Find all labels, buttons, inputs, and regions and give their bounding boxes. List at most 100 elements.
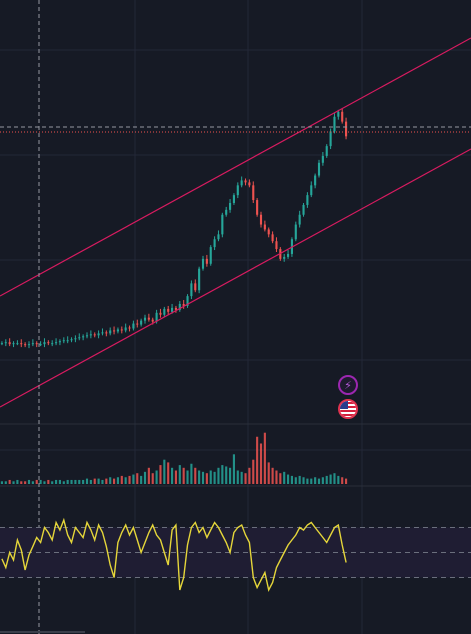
volume-bar: [252, 459, 255, 484]
volume-bar: [209, 470, 212, 484]
candle-body: [58, 341, 61, 343]
candle-body: [345, 121, 348, 137]
candle-body: [167, 308, 170, 312]
candle-body: [140, 320, 143, 325]
candle-body: [85, 335, 89, 337]
candle-body: [182, 303, 185, 306]
volume-bar: [198, 470, 201, 484]
candle-body: [24, 344, 27, 346]
volume-bar: [85, 478, 89, 484]
volume-bar: [35, 479, 38, 484]
volume-bar: [143, 471, 147, 484]
candle-body: [198, 268, 201, 291]
candle-body: [55, 342, 58, 344]
candle-body: [82, 336, 85, 338]
candle-body: [263, 224, 266, 230]
candle-body: [194, 283, 197, 291]
candle-body: [236, 185, 239, 196]
channel-upper-line: [0, 37, 471, 297]
volume-bar: [120, 475, 123, 484]
candle-body: [186, 296, 189, 306]
candle-body: [267, 229, 270, 235]
volume-bar: [51, 481, 54, 484]
volume-bar: [58, 479, 61, 484]
candle-body: [317, 162, 321, 176]
volume-bar: [163, 459, 166, 484]
candle-body: [159, 312, 162, 315]
candle-body: [62, 340, 65, 342]
volume-bar: [140, 475, 143, 484]
volume-bar: [259, 443, 263, 484]
candle-body: [43, 342, 46, 345]
candle-body: [78, 337, 81, 339]
candle-body: [51, 343, 54, 345]
volume-bar: [236, 470, 239, 484]
volume-bar: [325, 475, 328, 484]
candle-body: [113, 330, 116, 332]
volume-bar: [287, 474, 290, 484]
flash-icon[interactable]: ⚡: [338, 375, 358, 395]
volume-bar: [244, 473, 247, 484]
volume-bar: [232, 454, 235, 484]
volume-bar: [16, 479, 19, 484]
candle-body: [4, 342, 7, 344]
candle-body: [232, 195, 235, 203]
volume-bar: [31, 481, 34, 484]
volume-bar: [333, 473, 336, 484]
candle-body: [93, 334, 96, 336]
candle-body: [116, 329, 119, 332]
volume-bar: [205, 473, 208, 484]
volume-bar: [240, 471, 243, 484]
volume-bar: [275, 470, 278, 484]
volume-bar: [132, 474, 135, 484]
candle-body: [136, 323, 139, 325]
candle-body: [35, 343, 38, 345]
us-flag-icon[interactable]: [338, 399, 358, 419]
candle-body: [229, 202, 232, 210]
candle-body: [120, 329, 123, 331]
candle-body: [147, 317, 150, 320]
volume-bar: [89, 479, 92, 484]
volume-bar: [159, 465, 162, 484]
candle-body: [151, 319, 154, 322]
candle-body: [314, 175, 317, 186]
candle-body: [155, 312, 158, 322]
volume-bar: [190, 463, 193, 484]
candle-body: [329, 131, 332, 147]
candle-body: [240, 180, 243, 186]
volume-bar: [167, 462, 170, 484]
candle-body: [205, 258, 208, 264]
volume-bar: [105, 478, 108, 484]
volume-bar: [113, 478, 116, 484]
volume-bar: [8, 479, 11, 484]
volume-bar: [0, 481, 3, 484]
volume-bar: [12, 481, 15, 484]
candle-body: [105, 332, 108, 334]
candle-body: [163, 308, 166, 315]
volume-bar: [116, 477, 119, 484]
volume-bar: [314, 477, 317, 484]
volume-bar: [93, 478, 96, 484]
candle-body: [27, 344, 31, 346]
candle-body: [244, 180, 247, 183]
volume-bar: [78, 479, 81, 484]
volume-bar: [294, 477, 297, 484]
candle-body: [128, 327, 131, 329]
volume-bar: [47, 479, 50, 484]
volume-bar: [298, 475, 301, 484]
candle-body: [101, 332, 104, 334]
candle-body: [209, 247, 212, 264]
volume-bar: [70, 479, 73, 484]
volume-bar: [194, 467, 197, 484]
volume-bar: [24, 481, 27, 484]
candle-body: [283, 256, 286, 259]
candle-body: [0, 343, 3, 345]
candle-body: [294, 224, 297, 240]
volume-bar: [66, 479, 69, 484]
volume-bar: [97, 478, 100, 484]
volume-bar: [147, 467, 150, 484]
volume-bar: [74, 479, 77, 484]
volume-bar: [341, 477, 344, 484]
